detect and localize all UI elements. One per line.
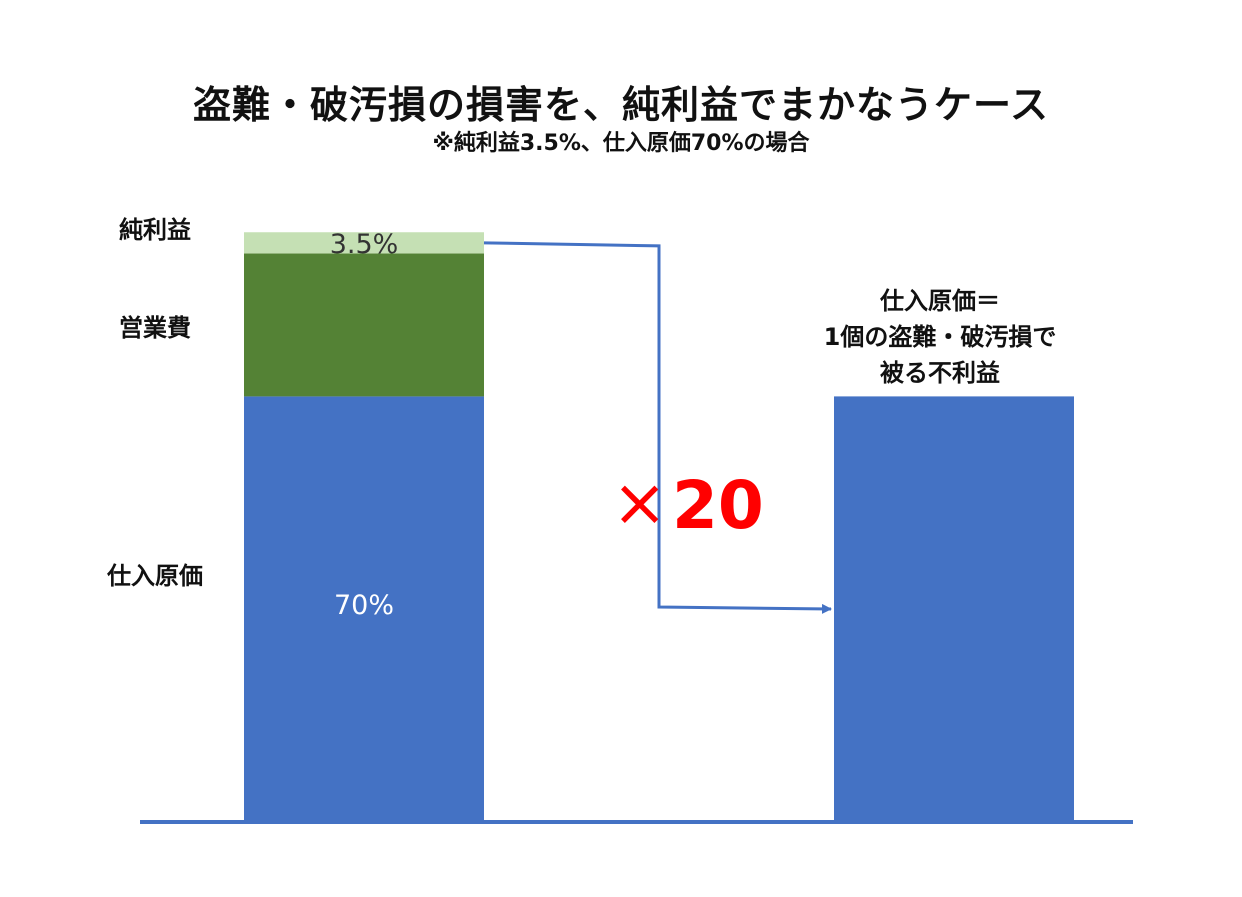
right-bar-label-line-2: 1個の盗難・破汚損で [824, 323, 1057, 351]
multiplier-value: 20 [672, 467, 764, 544]
segment-label-2: 営業費 [119, 314, 191, 342]
chart-subtitle: ※純利益3.5%、仕入原価70%の場合 [432, 131, 810, 156]
bar-segment-1-bar-2 [834, 396, 1074, 822]
connector-arrow [483, 241, 832, 614]
segment-label-1: 純利益 [119, 216, 191, 244]
bar-group: 70% 3.5% [244, 229, 1074, 822]
multiplier-label: × 20 [612, 464, 764, 544]
data-label-3-bar-1: 3.5% [330, 229, 399, 260]
right-bar-label-line-1: 仕入原価＝ [879, 287, 1000, 315]
multiplier-sign: × [612, 464, 667, 541]
bar-segment-1-bar-1 [244, 396, 484, 822]
bar-segment-2-bar-1 [244, 253, 484, 397]
bar-segment-3-bar-1 [244, 232, 484, 254]
data-label-1-bar-1: 70% [334, 590, 394, 621]
segment-label-3: 仕入原価 [106, 562, 203, 590]
chart-title: 盗難・破汚損の損害を、純利益でまかなうケース [192, 83, 1050, 127]
right-bar-label-line-3: 被る不利益 [880, 359, 1000, 387]
